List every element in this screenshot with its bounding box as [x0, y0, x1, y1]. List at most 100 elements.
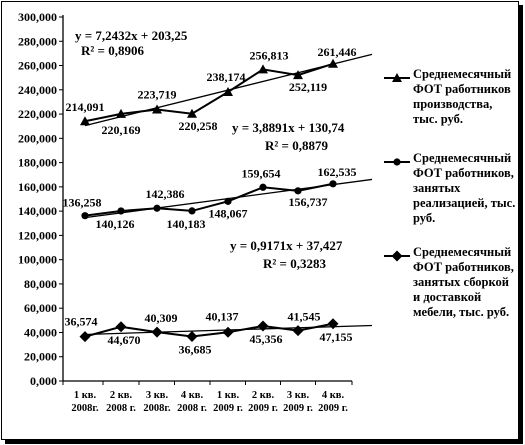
data-label: 159,654	[242, 166, 281, 180]
legend-label: ФОТ работников,	[413, 166, 514, 180]
y-tick-label: 280,000	[18, 34, 57, 48]
data-point	[258, 64, 268, 74]
x-tick-label: 2008 г.	[177, 403, 207, 414]
legend-label: руб.	[413, 211, 435, 225]
data-label: 41,545	[288, 310, 321, 324]
x-tick-label: 4 кв.	[181, 390, 204, 401]
y-tick-label: 300,000	[18, 10, 57, 24]
y-tick-label: 60,000	[24, 301, 57, 315]
x-tick-label: 2009 г.	[248, 403, 278, 414]
x-tick-label: 2009 г.	[318, 403, 348, 414]
legend-label: производства,	[413, 97, 492, 111]
legend-label: занятых	[413, 181, 461, 195]
y-tick-label: 180,000	[18, 156, 57, 170]
legend-label: ФОТ работников,	[413, 260, 514, 274]
y-tick-label: 220,000	[18, 107, 57, 121]
data-point	[151, 326, 163, 338]
series-line	[84, 182, 334, 217]
legend-label: Среднемесячный	[413, 151, 511, 165]
legend-label: и доставкой	[413, 290, 481, 304]
x-tick-label: 2 кв.	[110, 390, 133, 401]
data-point	[329, 180, 337, 188]
chart-frame	[1, 1, 519, 440]
x-tick-label: 2 кв.	[252, 390, 275, 401]
x-tick-label: 2008 г.	[106, 403, 136, 414]
y-tick-label: 200,000	[18, 131, 57, 145]
y-tick-label: 260,000	[18, 59, 57, 73]
data-point	[223, 87, 233, 97]
y-tick-label: 40,000	[24, 325, 57, 339]
data-label: 40,309	[145, 311, 178, 325]
legend-label: ФОТ работников	[413, 82, 511, 96]
data-label: 136,258	[63, 196, 102, 210]
x-tick-label: 1 кв.	[74, 390, 97, 401]
data-label: 140,183	[167, 217, 206, 231]
data-point	[188, 207, 196, 215]
series-line	[84, 322, 334, 338]
data-label: 44,670	[108, 333, 141, 347]
x-tick-label: 2009 г.	[213, 403, 243, 414]
trend-r2: R² = 0,3283	[263, 256, 326, 271]
legend-label: реализацией, тыс.	[413, 196, 515, 210]
data-label: 220,258	[179, 119, 218, 133]
data-point	[259, 183, 267, 191]
data-label: 238,174	[207, 70, 246, 84]
data-point	[80, 116, 90, 126]
legend-label: Среднемесячный	[413, 67, 511, 81]
data-point	[79, 331, 91, 343]
data-point	[222, 326, 234, 338]
trend-equation: y = 3,8891x + 130,74	[232, 120, 345, 135]
data-point	[186, 330, 198, 342]
data-label: 36,574	[65, 315, 98, 329]
legend-marker	[393, 158, 401, 166]
data-label: 140,126	[96, 217, 135, 231]
data-label: 156,737	[289, 195, 328, 209]
legend-label: Среднемесячный	[413, 245, 511, 259]
series-line	[84, 62, 334, 123]
legend-label: мебели, тыс. руб.	[413, 305, 509, 319]
data-label: 47,155	[320, 330, 353, 344]
data-label: 36,685	[179, 342, 212, 356]
data-label: 252,119	[289, 80, 327, 94]
x-tick-label: 2008г.	[71, 403, 99, 414]
legend-marker	[391, 250, 403, 262]
data-point	[115, 321, 127, 333]
trend-r2: R² = 0,8906	[81, 43, 144, 58]
legend-label: тыс. руб.	[413, 112, 463, 126]
data-point	[293, 70, 303, 80]
data-label: 214,091	[66, 100, 105, 114]
data-label: 223,719	[138, 88, 177, 102]
data-point	[152, 104, 162, 114]
y-tick-label: 140,000	[18, 204, 57, 218]
legend-marker	[392, 73, 402, 82]
data-point	[187, 108, 197, 118]
x-tick-label: 3 кв.	[287, 390, 310, 401]
trend-r2: R² = 0,8879	[265, 138, 328, 153]
y-tick-label: 0,000	[30, 374, 57, 388]
data-point	[257, 320, 269, 332]
data-point	[327, 318, 339, 330]
legend-label: занятых сборкой	[413, 275, 509, 289]
y-tick-label: 120,000	[18, 228, 57, 242]
data-label: 220,169	[102, 123, 141, 137]
data-label: 256,813	[250, 48, 289, 62]
data-point	[153, 204, 161, 212]
y-tick-label: 100,000	[18, 253, 57, 267]
data-label: 142,386	[146, 187, 185, 201]
y-tick-label: 240,000	[18, 83, 57, 97]
x-tick-label: 4 кв.	[322, 390, 345, 401]
x-tick-label: 3 кв.	[146, 390, 169, 401]
trend-equation: y = 7,2432x + 203,25	[75, 28, 188, 43]
data-point	[81, 212, 89, 220]
data-point	[224, 197, 232, 205]
x-tick-label: 2008г.	[143, 403, 171, 414]
data-point	[328, 58, 338, 68]
data-label: 261,446	[318, 45, 357, 59]
x-tick-label: 1 кв.	[217, 390, 240, 401]
data-label: 40,137	[206, 309, 239, 323]
data-label: 148,067	[209, 206, 248, 220]
trend-equation: y = 0,9171x + 37,427	[230, 238, 343, 253]
y-tick-label: 80,000	[24, 277, 57, 291]
data-point	[116, 108, 126, 118]
